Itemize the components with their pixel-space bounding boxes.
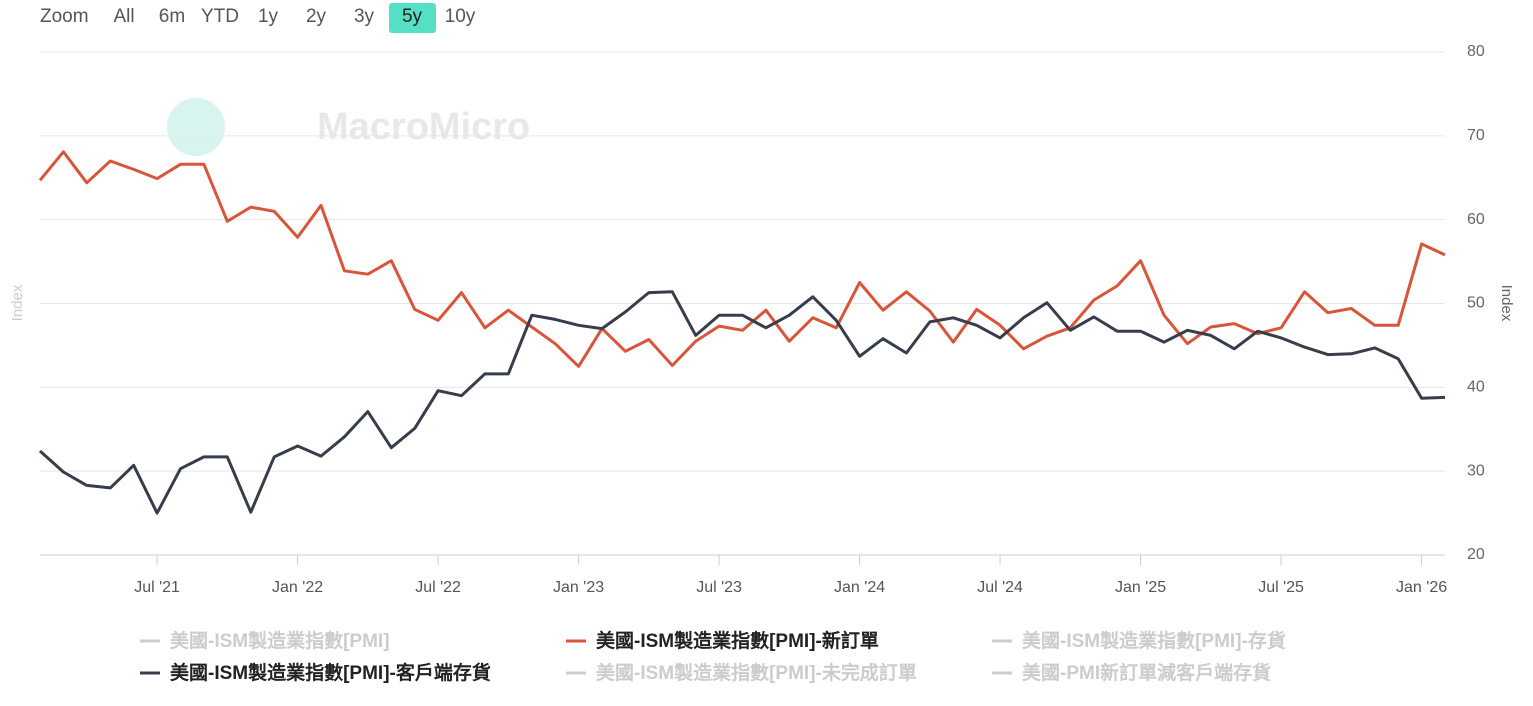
range-button[interactable]: YTD: [201, 6, 239, 27]
x-tick-label: Jan '26: [1396, 579, 1447, 596]
x-tick-label: Jul '21: [134, 579, 180, 596]
legend-label[interactable]: 美國-ISM製造業指數[PMI]-新訂單: [596, 629, 879, 652]
range-button[interactable]: All: [113, 6, 134, 27]
zoom-label: Zoom: [40, 6, 89, 27]
y-tick-label: 30: [1467, 462, 1485, 479]
x-tick-label: Jan '23: [553, 579, 604, 596]
y-tick-label: 20: [1467, 546, 1485, 563]
range-button[interactable]: 3y: [354, 6, 375, 27]
x-tick-label: Jul '25: [1258, 579, 1304, 596]
legend-label[interactable]: 美國-ISM製造業指數[PMI]: [170, 629, 390, 652]
range-button-bg[interactable]: [389, 3, 436, 33]
range-button[interactable]: 10y: [445, 6, 476, 27]
y-tick-label: 40: [1467, 379, 1485, 396]
range-button[interactable]: 1y: [258, 6, 279, 27]
y-tick-label: 60: [1467, 211, 1485, 228]
legend-label[interactable]: 美國-ISM製造業指數[PMI]-存貨: [1022, 629, 1286, 652]
y-tick-label: 50: [1467, 295, 1485, 312]
x-tick-label: Jul '24: [977, 579, 1023, 596]
legend-label[interactable]: 美國-ISM製造業指數[PMI]-未完成訂單: [596, 661, 917, 684]
watermark-logo: [167, 98, 225, 156]
x-tick-label: Jul '22: [415, 579, 461, 596]
range-button[interactable]: 2y: [306, 6, 327, 27]
legend-label[interactable]: 美國-ISM製造業指數[PMI]-客戶端存貨: [170, 661, 491, 684]
range-button[interactable]: 5y: [402, 6, 423, 27]
watermark: MacroMicro: [317, 106, 530, 148]
series-line: [38, 150, 1446, 368]
legend-label[interactable]: 美國-PMI新訂單減客戶端存貨: [1022, 661, 1271, 684]
x-tick-label: Jan '24: [834, 579, 885, 596]
series-line: [38, 290, 1446, 515]
x-tick-label: Jul '23: [696, 579, 742, 596]
y-axis-label: Index: [9, 284, 26, 321]
range-button[interactable]: 6m: [159, 6, 185, 27]
y-tick-label: 70: [1467, 127, 1485, 144]
y-tick-label: 80: [1467, 43, 1485, 60]
x-tick-label: Jan '22: [272, 579, 323, 596]
x-tick-label: Jan '25: [1115, 579, 1166, 596]
y2-axis-label: Index: [1498, 285, 1515, 322]
